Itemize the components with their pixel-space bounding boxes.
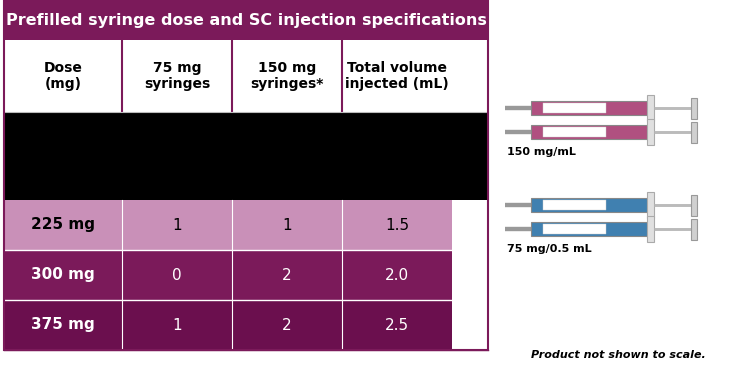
Bar <box>4 112 488 200</box>
Text: Prefilled syringe dose and SC injection specifications: Prefilled syringe dose and SC injection … <box>5 13 487 27</box>
Text: 75 mg
syringes: 75 mg syringes <box>144 61 210 91</box>
Bar <box>342 40 452 112</box>
Text: 225 mg: 225 mg <box>31 217 95 233</box>
Bar <box>692 98 697 119</box>
Text: 1: 1 <box>172 217 182 233</box>
Bar <box>531 101 646 115</box>
Text: 1.5: 1.5 <box>385 217 409 233</box>
Bar <box>4 0 488 350</box>
Bar <box>646 192 654 218</box>
Bar <box>646 95 654 120</box>
Bar <box>531 198 646 212</box>
Bar <box>232 40 342 112</box>
Text: 375 mg: 375 mg <box>31 318 94 332</box>
Bar <box>531 222 646 236</box>
Bar <box>342 200 452 250</box>
Bar <box>543 200 606 210</box>
Text: Product not shown to scale.: Product not shown to scale. <box>531 350 705 360</box>
Text: 2.5: 2.5 <box>385 318 409 332</box>
Bar <box>692 195 697 215</box>
Bar <box>692 218 697 239</box>
Bar <box>122 300 232 350</box>
Text: 1: 1 <box>172 318 182 332</box>
Bar <box>531 125 646 139</box>
Bar <box>4 40 122 112</box>
Bar <box>4 200 122 250</box>
Text: 150 mg/mL: 150 mg/mL <box>507 147 576 157</box>
Bar <box>122 40 232 112</box>
Bar <box>646 119 654 145</box>
Bar <box>232 300 342 350</box>
Text: 0: 0 <box>172 268 182 282</box>
Bar <box>543 127 606 137</box>
Text: 150 mg
syringes*: 150 mg syringes* <box>251 61 324 91</box>
Bar <box>342 300 452 350</box>
Bar <box>543 103 606 113</box>
Bar <box>122 250 232 300</box>
Text: 2: 2 <box>282 268 292 282</box>
Text: 2: 2 <box>282 318 292 332</box>
Text: 300 mg: 300 mg <box>31 268 94 282</box>
Text: Total volume
injected (mL): Total volume injected (mL) <box>345 61 448 91</box>
Bar <box>232 250 342 300</box>
Text: Dose
(mg): Dose (mg) <box>44 61 82 91</box>
Text: 75 mg/0.5 mL: 75 mg/0.5 mL <box>507 244 592 254</box>
Bar <box>692 122 697 142</box>
Bar <box>646 216 654 242</box>
Bar <box>4 0 488 40</box>
Text: 1: 1 <box>282 217 292 233</box>
Text: 2.0: 2.0 <box>385 268 409 282</box>
Bar <box>122 200 232 250</box>
Bar <box>4 250 122 300</box>
Bar <box>342 250 452 300</box>
Bar <box>543 224 606 234</box>
Bar <box>232 200 342 250</box>
Bar <box>4 300 122 350</box>
